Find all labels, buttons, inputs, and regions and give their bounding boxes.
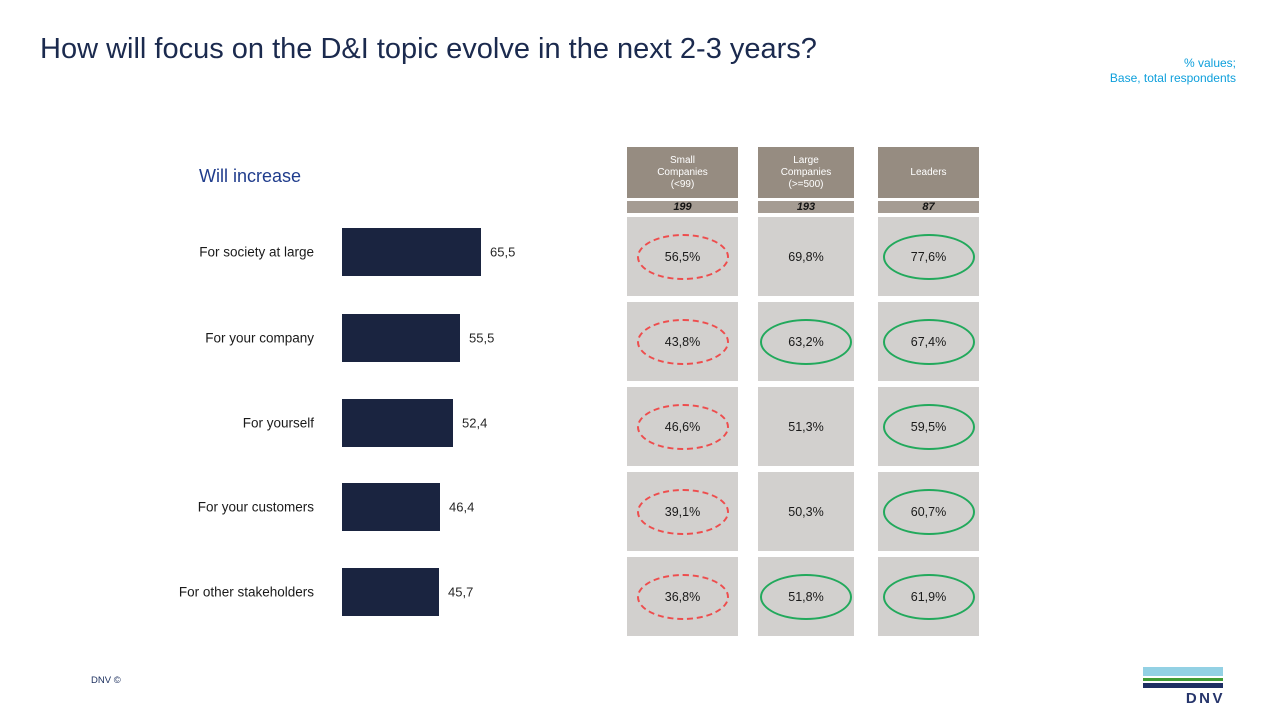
chart-title: Will increase — [199, 166, 302, 186]
table-cell: 43,8% — [627, 302, 738, 381]
bar-row: For your customers 46,4 — [0, 483, 660, 531]
bar-category-label: For your company — [205, 330, 314, 346]
highlight-ellipse-red-dashed — [636, 488, 729, 535]
bar-row: For your company 55,5 — [0, 314, 660, 362]
highlight-ellipse-green — [882, 403, 975, 450]
bar-category-label: For society at large — [199, 244, 314, 260]
page-title: How will focus on the D&I topic evolve i… — [40, 33, 817, 65]
base-note-line-2: Base, total respondents — [1109, 71, 1236, 85]
table-cell: 39,1% — [627, 472, 738, 551]
table-column-base: 193 — [758, 201, 854, 213]
table-column-header-line: Large — [793, 154, 819, 166]
base-note: % values; Base, total respondents — [1110, 56, 1236, 86]
bar — [342, 483, 440, 531]
highlight-ellipse-green — [882, 573, 975, 620]
table-cell: 63,2% — [758, 302, 854, 381]
table-cell: 60,7% — [878, 472, 979, 551]
logo-bar-navy — [1143, 683, 1223, 688]
bar-value-label: 52,4 — [462, 415, 488, 431]
table-cell: 77,6% — [878, 217, 979, 296]
table-column-header: Leaders — [878, 147, 979, 198]
highlight-ellipse-green — [760, 573, 852, 620]
bar-value-label: 65,5 — [490, 244, 516, 260]
base-note-line-1: % values; — [1183, 56, 1236, 70]
table-column-header-line: Companies — [780, 166, 832, 178]
highlight-ellipse-green — [760, 318, 852, 365]
bar — [342, 399, 453, 447]
highlight-ellipse-red-dashed — [636, 233, 729, 280]
table-cell-value: 50,3% — [788, 504, 824, 519]
logo-bar-green — [1143, 678, 1223, 681]
bar-value-label: 45,7 — [448, 584, 474, 600]
table-cell: 50,3% — [758, 472, 854, 551]
logo-wordmark: DNV — [1185, 690, 1225, 707]
bar-category-label: For your customers — [197, 499, 314, 515]
table-column-header-line: Companies — [657, 166, 708, 178]
table-column-2: Leaders 87 77,6% 67,4% 59,5% 60,7% 61,9% — [878, 0, 979, 720]
table-cell-value: 51,3% — [788, 419, 824, 434]
highlight-ellipse-green — [882, 318, 975, 365]
table-cell: 67,4% — [878, 302, 979, 381]
bar-row: For society at large 65,5 — [0, 228, 660, 276]
table-column-header: Small Companies (<99) — [627, 147, 738, 198]
table-cell: 61,9% — [878, 557, 979, 636]
table-column-0: Small Companies (<99) 199 56,5% 43,8% 46,6% 39,… — [627, 0, 738, 720]
bar-row: For other stakeholders 45,7 — [0, 568, 660, 616]
bar-value-label: 46,4 — [449, 499, 475, 515]
dnv-logo: DNV — [1143, 667, 1223, 707]
table-cell: 36,8% — [627, 557, 738, 636]
table-cell: 69,8% — [758, 217, 854, 296]
highlight-ellipse-red-dashed — [636, 403, 729, 450]
table-cell: 51,3% — [758, 387, 854, 466]
bar-value-label: 55,5 — [469, 330, 495, 346]
bar-category-label: For yourself — [242, 415, 314, 431]
table-column-header-line: Leaders — [910, 166, 947, 178]
table-column-header-line: Small — [669, 154, 695, 166]
table-cell: 51,8% — [758, 557, 854, 636]
table-cell: 46,6% — [627, 387, 738, 466]
table-cell: 56,5% — [627, 217, 738, 296]
highlight-ellipse-red-dashed — [636, 573, 729, 620]
table-column-1: Large Companies (>=500) 193 69,8% 63,2% 51,3% 5… — [758, 0, 854, 720]
logo-bar-light-blue — [1143, 667, 1223, 676]
bar-category-label: For other stakeholders — [178, 584, 314, 600]
footer-copyright: DNV © — [91, 675, 121, 686]
table-column-header: Large Companies (>=500) — [758, 147, 854, 198]
highlight-ellipse-green — [882, 233, 975, 280]
table-cell-value: 69,8% — [788, 249, 824, 264]
bar — [342, 314, 460, 362]
highlight-ellipse-green — [882, 488, 975, 535]
highlight-ellipse-red-dashed — [636, 318, 729, 365]
table-cell: 59,5% — [878, 387, 979, 466]
bar — [342, 568, 439, 616]
table-column-header-line: (<99) — [670, 178, 695, 190]
bar — [342, 228, 481, 276]
bar-row: For yourself 52,4 — [0, 399, 660, 447]
table-column-base: 87 — [878, 201, 979, 213]
table-column-base: 199 — [627, 201, 738, 213]
table-column-header-line: (>=500) — [788, 178, 824, 190]
